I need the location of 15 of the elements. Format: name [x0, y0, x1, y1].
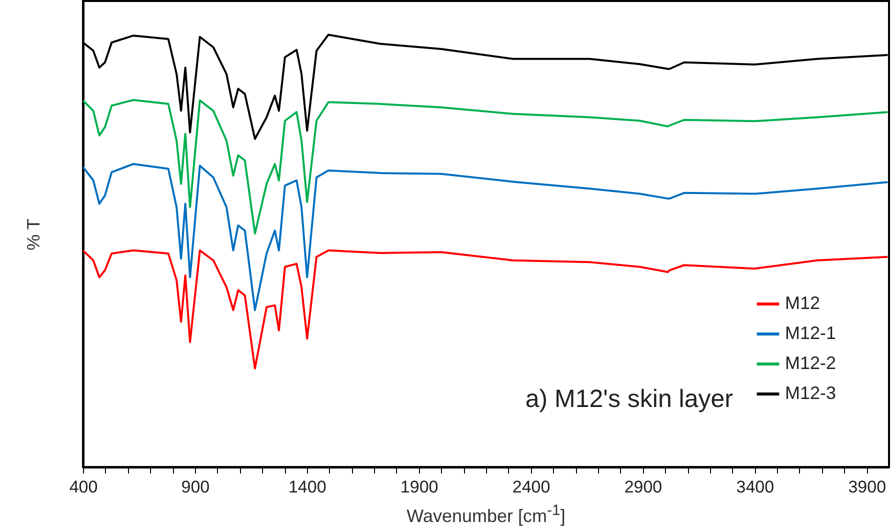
- x-axis-title: Wavenumber [cm$^{-1}$]: [406, 501, 566, 526]
- x-tick-label: 3400: [736, 478, 774, 496]
- legend-label: M12-2: [785, 353, 836, 373]
- legend-label: M12-3: [785, 383, 836, 403]
- x-tick-label: 900: [181, 478, 210, 496]
- x-tick-label: 2900: [624, 478, 662, 496]
- annotation: a) M12's skin layer: [525, 385, 733, 413]
- x-tick-label: 1400: [288, 478, 326, 496]
- legend-label: M12-1: [785, 323, 836, 343]
- x-tick-label: 400: [69, 478, 98, 496]
- y-axis-title: % T: [24, 218, 44, 250]
- x-tick-label: 2400: [512, 478, 550, 496]
- x-tick-label: 3900: [848, 478, 886, 496]
- x-tick-label: 1900: [400, 478, 438, 496]
- legend-label: M12: [785, 293, 820, 313]
